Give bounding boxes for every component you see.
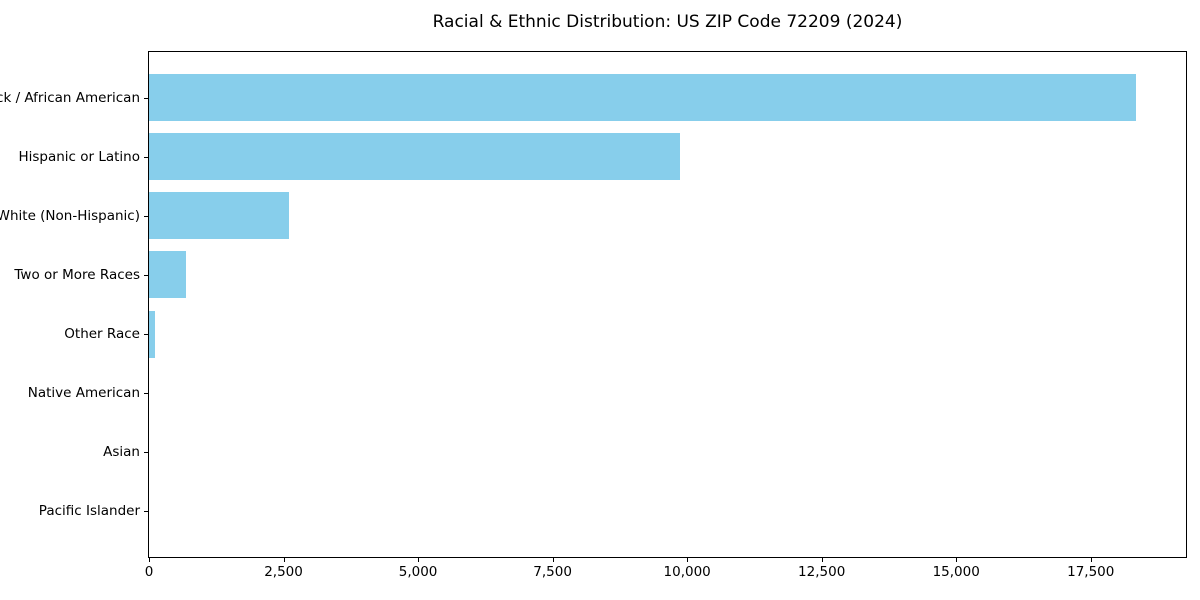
x-tick-mark (1090, 557, 1092, 562)
y-tick-mark (144, 97, 149, 99)
x-tick-label: 2,500 (264, 564, 303, 580)
y-tick-label: Two or More Races (14, 266, 140, 283)
x-tick-mark (149, 557, 150, 562)
x-tick-mark (283, 557, 285, 562)
x-tick-label: 5,000 (398, 564, 438, 580)
y-tick-mark (144, 452, 149, 454)
y-tick-label: Black / African American (0, 89, 140, 106)
x-tick-label: 17,500 (1067, 564, 1115, 580)
y-tick-mark (144, 511, 149, 513)
y-tick-mark (144, 215, 149, 217)
bar-hispanic-or-latino (149, 133, 680, 181)
bar-black-african-american (149, 74, 1136, 122)
y-tick-mark (144, 393, 149, 395)
x-tick-label: 12,500 (798, 564, 846, 580)
y-tick-mark (144, 156, 149, 158)
bar-other-race (149, 310, 155, 358)
x-tick-mark (956, 557, 958, 562)
x-tick-mark (552, 557, 554, 562)
bar-two-or-more-races (149, 251, 186, 299)
x-tick-label: 15,000 (932, 564, 980, 580)
x-tick-label: 0 (144, 564, 154, 580)
x-tick-mark (687, 557, 689, 562)
y-tick-label: Pacific Islander (38, 503, 140, 520)
x-tick-label: 7,500 (533, 564, 572, 580)
y-tick-mark (144, 334, 149, 336)
y-tick-mark (144, 274, 149, 276)
x-tick-mark (821, 557, 823, 562)
chart-title: Racial & Ethnic Distribution: US ZIP Cod… (432, 12, 903, 32)
x-tick-mark (418, 557, 420, 562)
x-tick-label: 10,000 (663, 564, 711, 580)
y-tick-label: Other Race (64, 326, 140, 343)
plot-area: Black / African American Hispanic or Lati… (0, 51, 1187, 580)
y-tick-label: Hispanic or Latino (18, 148, 140, 165)
y-tick-label: White (Non-Hispanic) (0, 207, 140, 224)
y-tick-label: Native American (27, 385, 140, 402)
bar-white-non-hispanic (149, 192, 289, 240)
y-tick-label: Asian (103, 444, 140, 461)
